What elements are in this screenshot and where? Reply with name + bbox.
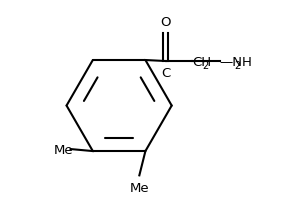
Text: —NH: —NH <box>219 55 252 68</box>
Text: Me: Me <box>130 182 149 194</box>
Text: C: C <box>161 67 170 80</box>
Text: 2: 2 <box>202 61 209 71</box>
Text: 2: 2 <box>234 61 240 71</box>
Text: CH: CH <box>192 55 211 68</box>
Text: O: O <box>160 16 171 29</box>
Text: Me: Me <box>54 143 73 156</box>
